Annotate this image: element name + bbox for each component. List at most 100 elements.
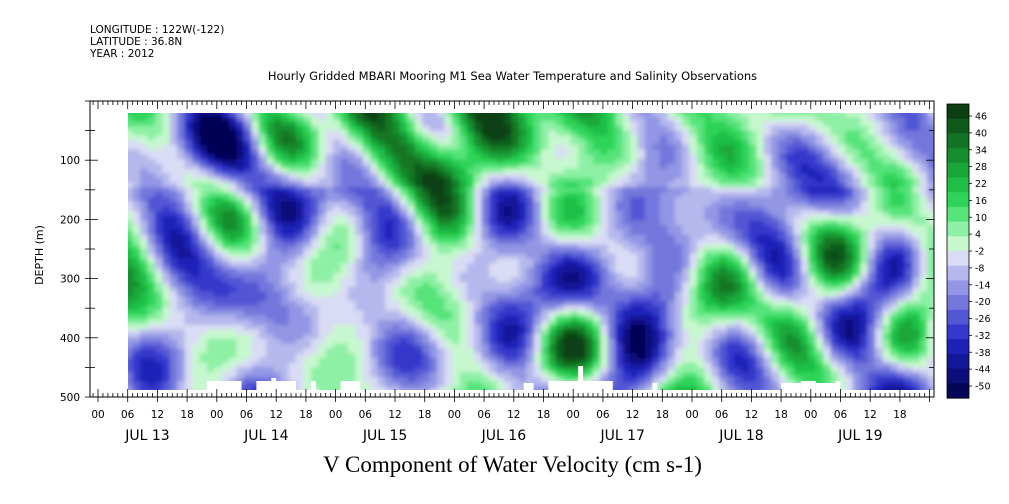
field-cell [711,239,721,246]
field-cell [563,339,572,345]
field-cell [615,348,624,355]
field-cell [570,367,580,374]
field-cell [407,286,416,293]
field-cell [437,376,446,383]
field-cell [318,320,327,326]
field-cell [585,291,594,298]
field-cell [674,343,684,350]
field-cell [340,149,349,156]
field-cell [214,211,223,217]
field-cell [192,211,201,217]
field-cell [236,163,245,170]
field-cell [689,291,698,298]
field-cell [318,206,327,213]
field-cell [140,135,149,141]
field-cell [318,196,327,203]
field-cell [162,315,171,321]
field-cell [199,249,208,255]
field-cell [221,253,231,260]
field-cell [355,116,364,123]
field-cell [244,144,253,151]
field-cell [429,173,439,179]
field-cell [496,282,505,288]
field-cell [325,168,335,175]
field-cell [682,206,691,213]
field-cell [214,113,223,118]
field-cell [348,225,357,231]
field-cell [526,310,535,317]
field-cell [712,107,720,113]
field-cell [348,291,357,298]
field-cell [266,230,275,236]
field-cell [622,125,632,132]
field-cell [169,211,179,217]
field-cell [251,206,260,213]
field-cell [399,339,409,345]
field-cell [377,367,387,374]
field-cell [459,362,468,369]
field-cell [140,324,149,331]
field-cell [266,211,275,217]
field-cell [459,310,468,317]
field-cell [310,135,320,141]
field-cell [489,315,498,321]
field-cell [340,163,349,170]
field-cell [266,163,275,170]
field-cell [526,362,535,369]
field-cell [340,258,349,265]
field-cell [541,372,550,378]
field-cell [392,196,401,203]
field-cell [169,253,179,260]
field-cell [140,244,149,250]
field-cell [325,291,335,298]
field-cell [659,301,669,307]
field-cell [147,116,156,123]
field-cell [518,334,528,340]
field-cell [622,173,632,179]
field-cell [169,163,179,170]
field-cell [296,182,305,189]
field-cell [429,286,439,293]
field-cell [221,220,231,227]
field-cell [310,206,320,213]
field-cell [362,277,372,284]
field-cell [236,154,245,160]
field-cell [128,339,134,345]
field-cell [511,215,520,222]
field-cell [496,343,505,350]
field-cell [310,239,320,246]
field-cell [466,135,476,141]
field-cell [511,206,520,213]
field-cell [184,113,193,118]
field-cell [600,187,609,194]
field-cell [615,121,624,127]
field-cell [496,121,505,127]
field-cell [622,339,632,345]
field-cell [162,329,171,336]
field-cell [288,215,297,222]
field-cell [451,140,461,146]
field-cell [288,244,297,250]
field-cell [385,310,394,317]
field-cell [689,353,698,359]
field-cell [184,324,193,331]
field-cell [128,220,134,227]
field-cell [489,357,498,364]
field-cell [251,329,260,336]
field-cell [570,113,580,118]
field-cell [659,244,669,250]
field-cell [162,339,171,345]
field-cell [444,220,453,227]
field-cell [526,367,535,374]
field-cell [162,196,171,203]
field-cell [585,159,594,165]
field-cell [689,357,698,364]
field-cell [407,154,416,160]
field-cell [362,301,372,307]
field-cell [422,315,431,321]
field-cell [570,140,580,146]
field-cell [192,234,201,241]
field-cell [503,113,513,118]
field-cell [128,272,134,279]
field-cell [704,225,713,231]
